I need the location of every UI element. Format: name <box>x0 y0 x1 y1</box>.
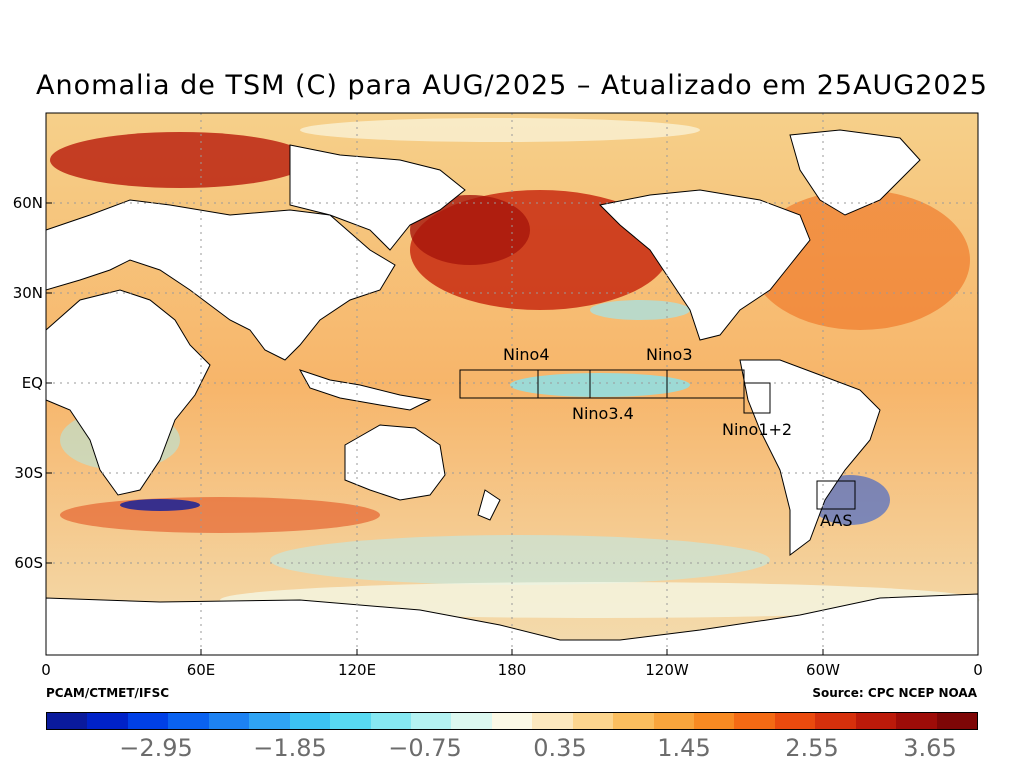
south-america <box>739 359 881 556</box>
aas-box <box>816 480 856 510</box>
north-america <box>598 189 811 341</box>
lat-label-60n: 60N <box>13 194 43 212</box>
new-zealand <box>477 489 501 521</box>
gridlines <box>46 113 978 655</box>
lon-label-60w: 60W <box>806 661 840 679</box>
nino12-box <box>743 382 771 414</box>
colorbar-swatch <box>936 713 978 729</box>
lon-label-120e: 120E <box>338 661 376 679</box>
credit-right: Source: CPC NCEP NOAA <box>812 686 977 700</box>
lat-label-eq: EQ <box>22 374 43 392</box>
greenland <box>789 129 921 216</box>
colorbar-swatch <box>208 713 250 729</box>
nino34-label: Nino3.4 <box>572 404 634 423</box>
colorbar-label: 2.55 <box>785 734 839 762</box>
axis-ticks <box>46 202 824 655</box>
colorbar-swatch <box>410 713 452 729</box>
lon-label-180: 180 <box>498 661 527 679</box>
nino3-label: Nino3 <box>646 345 693 364</box>
indonesia <box>298 369 432 411</box>
colorbar-swatch <box>47 713 88 729</box>
colorbar-label: 0.35 <box>533 734 587 762</box>
lat-label-30n: 30N <box>13 284 43 302</box>
colorbar-swatch <box>168 713 209 729</box>
colorbar-swatch <box>289 713 331 729</box>
colorbar-label: −2.95 <box>119 734 193 762</box>
colorbar-swatch <box>532 713 573 729</box>
siberia <box>289 144 466 251</box>
colorbar-swatch <box>572 713 614 729</box>
nino4-label: Nino4 <box>503 345 550 364</box>
colorbar-swatch <box>734 713 775 729</box>
nino-region-boxes <box>459 369 856 510</box>
colorbar-swatch <box>653 713 694 729</box>
lon-label-60e: 60E <box>187 661 216 679</box>
nino12-label: Nino1+2 <box>722 420 792 439</box>
colorbar-swatch <box>815 713 856 729</box>
lat-label-60s: 60S <box>14 554 43 572</box>
africa <box>45 289 211 496</box>
colorbar-swatch <box>370 713 411 729</box>
colorbar-label: 3.65 <box>903 734 957 762</box>
colorbar-label: −1.85 <box>253 734 327 762</box>
colorbar-swatch <box>249 713 290 729</box>
colorbar-swatch <box>896 713 937 729</box>
colorbar-swatch <box>330 713 371 729</box>
credit-left: PCAM/CTMET/IFSC <box>46 686 170 700</box>
map-title: Anomalia de TSM (C) para AUG/2025 – Atua… <box>36 70 988 101</box>
landmasses <box>45 129 979 656</box>
colorbar-swatch <box>87 713 128 729</box>
colorbar <box>46 712 978 730</box>
colorbar-swatch <box>127 713 169 729</box>
colorbar-labels: −2.95 −1.85 −0.75 0.35 1.45 2.55 3.65 <box>0 734 1024 764</box>
colorbar-swatch <box>491 713 533 729</box>
colorbar-swatch <box>451 713 492 729</box>
colorbar-label: 1.45 <box>657 734 711 762</box>
sst-anomaly-map: Nino4 Nino3.4 Nino3 Nino1+2 AAS 60N 30N … <box>13 112 983 679</box>
aas-label: AAS <box>820 511 853 530</box>
eurasia <box>45 199 396 361</box>
lat-label-30s: 30S <box>14 464 43 482</box>
colorbar-swatch <box>694 713 735 729</box>
lon-label-0-left: 0 <box>41 661 51 679</box>
lon-label-0-right: 0 <box>973 661 983 679</box>
colorbar-swatch <box>855 713 897 729</box>
colorbar-label: −0.75 <box>388 734 462 762</box>
colorbar-swatch <box>613 713 654 729</box>
lon-label-120w: 120W <box>645 661 689 679</box>
colorbar-swatch <box>774 713 816 729</box>
